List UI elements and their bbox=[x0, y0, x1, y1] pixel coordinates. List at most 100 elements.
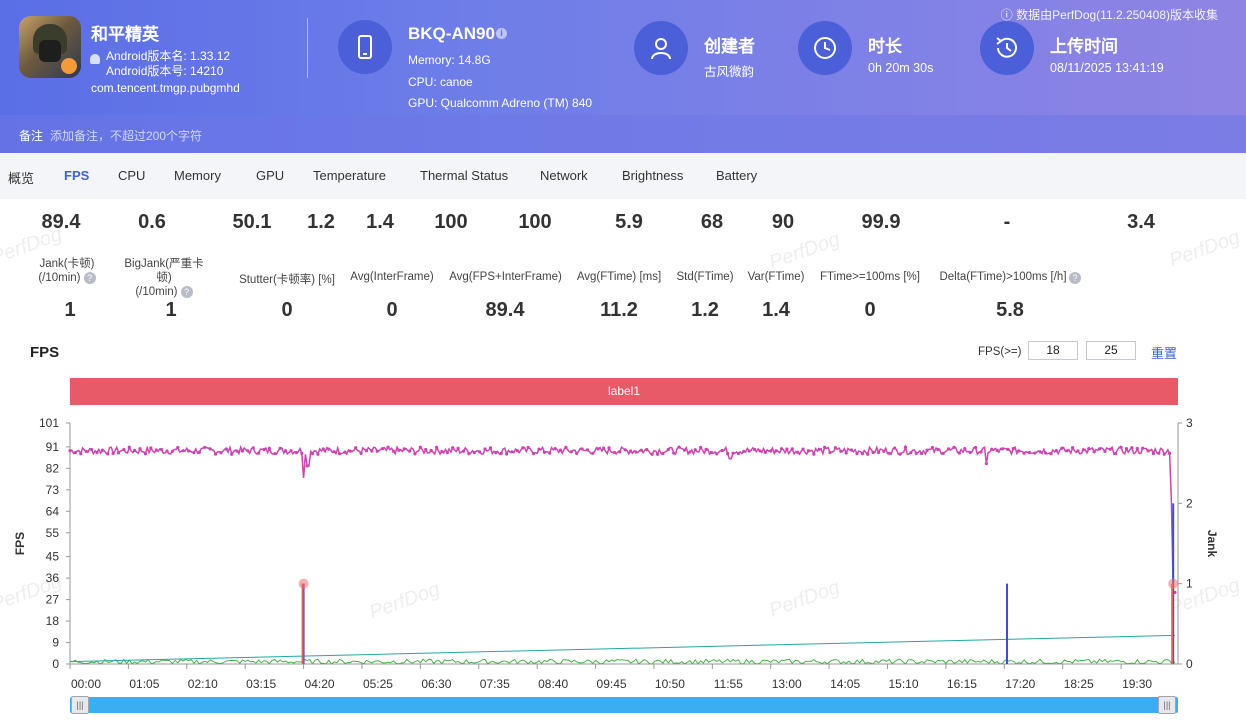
fps-point bbox=[391, 449, 396, 453]
tab-battery[interactable]: Battery bbox=[716, 168, 758, 183]
tab-fps[interactable]: FPS bbox=[64, 168, 90, 183]
help-icon[interactable]: ? bbox=[1069, 272, 1081, 284]
slider-handle-right[interactable]: ||| bbox=[1158, 696, 1176, 714]
interframe-series-line bbox=[69, 658, 1176, 665]
fps-point bbox=[898, 452, 902, 456]
top-value: 1.2 bbox=[307, 211, 335, 233]
tab-overview[interactable]: 概览 bbox=[8, 171, 35, 186]
fps-point bbox=[348, 449, 352, 453]
clock-icon bbox=[798, 21, 852, 75]
history-icon bbox=[980, 21, 1034, 75]
help-icon[interactable]: ? bbox=[180, 285, 193, 298]
slider-handle-left[interactable]: ||| bbox=[71, 696, 89, 714]
fps-point bbox=[957, 451, 961, 455]
stat-value: 5.8 bbox=[996, 299, 1024, 321]
fps-point bbox=[1044, 451, 1048, 455]
fps-point bbox=[278, 446, 282, 450]
device-memory: Memory: 14.8G bbox=[408, 53, 491, 67]
fps-point bbox=[1146, 449, 1150, 453]
fps-point bbox=[699, 445, 703, 450]
x-tick-label: 06:30 bbox=[421, 677, 451, 691]
fps-point bbox=[418, 445, 422, 449]
fps-point bbox=[774, 449, 778, 453]
fps-point bbox=[407, 449, 412, 453]
tab-memory[interactable]: Memory bbox=[174, 168, 221, 183]
fps-point bbox=[936, 447, 940, 452]
fps-point bbox=[628, 449, 633, 453]
label-bar[interactable] bbox=[70, 378, 1178, 405]
fps-point bbox=[310, 451, 315, 456]
fps-point bbox=[1157, 451, 1161, 455]
fps-threshold-input-1[interactable]: 18 bbox=[1028, 341, 1078, 360]
fps-point bbox=[558, 448, 563, 452]
fps-point bbox=[596, 447, 600, 451]
fps-point bbox=[224, 447, 228, 451]
tab-network[interactable]: Network bbox=[540, 168, 588, 183]
fps-point bbox=[197, 450, 201, 454]
fps-point bbox=[445, 450, 449, 455]
fps-point bbox=[531, 452, 536, 456]
fps-point bbox=[1135, 446, 1139, 451]
info-icon[interactable]: i bbox=[496, 28, 507, 39]
fps-point bbox=[143, 452, 148, 456]
fps-point bbox=[273, 452, 277, 456]
label-bar-text: label1 bbox=[607, 384, 641, 398]
fps-point bbox=[844, 451, 848, 455]
fps-point bbox=[1065, 449, 1069, 453]
fps-point bbox=[251, 446, 255, 450]
remark-label: 备注 bbox=[19, 129, 44, 143]
fps-point bbox=[823, 445, 827, 449]
fps-point bbox=[682, 448, 687, 452]
help-icon[interactable]: ? bbox=[83, 271, 96, 284]
tab-temperature[interactable]: Temperature bbox=[313, 168, 386, 183]
y-tick-label: 101 bbox=[39, 416, 59, 430]
fps-point bbox=[542, 450, 546, 454]
duration-title: 时长 bbox=[868, 37, 902, 56]
remark-input[interactable]: 添加备注，不超过200个字符 bbox=[50, 129, 203, 143]
face-graphic bbox=[39, 40, 61, 62]
fps-point bbox=[111, 451, 115, 455]
fps-point bbox=[246, 449, 250, 453]
fps-point bbox=[116, 451, 121, 455]
fps-point bbox=[602, 446, 606, 450]
fps-point bbox=[138, 447, 142, 451]
fps-point bbox=[370, 449, 374, 453]
y-tick-label: 9 bbox=[52, 636, 59, 650]
tab-thermal-status[interactable]: Thermal Status bbox=[420, 168, 509, 183]
time-range-slider[interactable] bbox=[70, 697, 1178, 713]
fps-point bbox=[526, 445, 530, 450]
fps-point bbox=[779, 447, 784, 451]
y-tick-label: 64 bbox=[46, 504, 60, 518]
x-tick-label: 01:05 bbox=[129, 677, 159, 691]
fps-point bbox=[186, 449, 191, 453]
fps-point bbox=[332, 450, 336, 454]
fps-point bbox=[89, 447, 94, 452]
fps-point bbox=[677, 445, 681, 449]
fps-point bbox=[990, 447, 994, 451]
fps-point bbox=[650, 452, 654, 456]
tab-gpu[interactable]: GPU bbox=[256, 168, 285, 183]
fps-point bbox=[801, 447, 805, 451]
fps-point bbox=[752, 447, 757, 452]
fps-point bbox=[1114, 451, 1118, 456]
fps-point bbox=[1060, 446, 1064, 450]
fps-point bbox=[742, 449, 746, 453]
top-value: 1.4 bbox=[366, 211, 394, 233]
tab-brightness[interactable]: Brightness bbox=[622, 168, 684, 183]
fps-point bbox=[343, 450, 347, 454]
x-tick-label: 17:20 bbox=[1005, 677, 1035, 691]
fps-point bbox=[181, 449, 185, 453]
fps-point bbox=[688, 450, 692, 454]
fps-point bbox=[1168, 451, 1172, 456]
fps-point bbox=[483, 447, 487, 451]
fps-point bbox=[95, 450, 99, 455]
reset-button[interactable]: 重置 bbox=[1151, 346, 1178, 361]
fps-point bbox=[693, 448, 697, 452]
fps-point bbox=[170, 449, 175, 453]
fps-threshold-input-2[interactable]: 25 bbox=[1086, 341, 1136, 360]
x-tick-label: 04:20 bbox=[305, 677, 335, 691]
tab-cpu[interactable]: CPU bbox=[118, 168, 146, 183]
fps-point bbox=[267, 446, 272, 450]
fps-point bbox=[160, 447, 164, 452]
